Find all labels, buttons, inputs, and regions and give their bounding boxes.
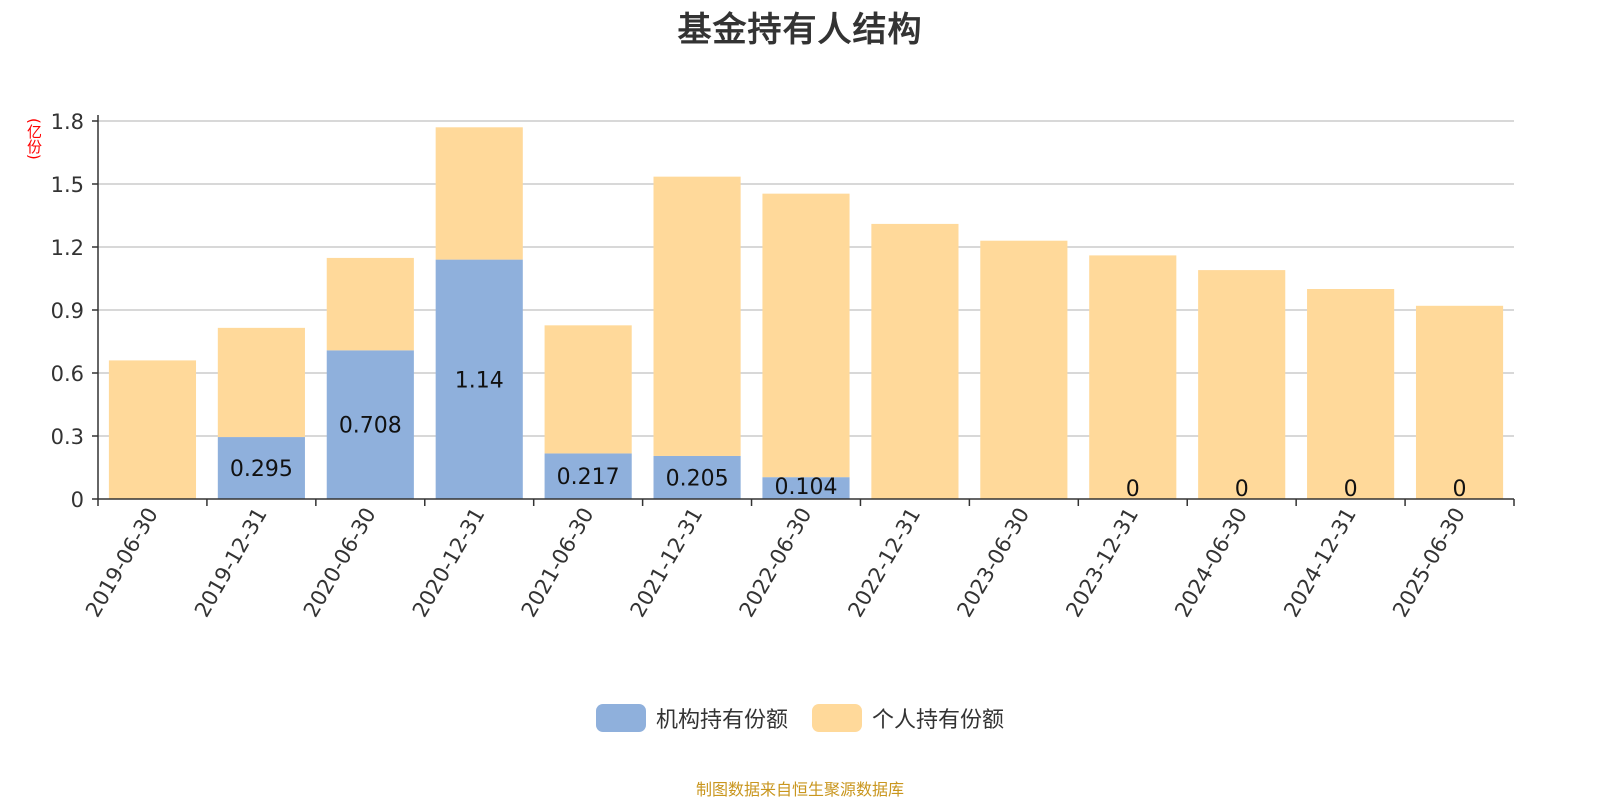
x-tick-label: 2022-12-31 [843,504,925,622]
bar-institutional [544,453,632,499]
y-tick-label: 0.6 [51,362,84,386]
x-tick-label: 2019-06-30 [81,504,163,622]
y-tick-label: 0 [71,488,84,512]
bar-individual [653,176,741,456]
x-tick-label: 2024-06-30 [1170,504,1252,622]
x-tick-label: 2021-12-31 [626,504,708,622]
bar-individual [1089,255,1177,499]
bar-individual [1307,289,1395,499]
x-tick-label: 2023-12-31 [1061,504,1143,622]
bar-individual [1198,270,1286,499]
bar-data-label: 0 [1126,477,1140,502]
bar-individual [326,257,414,351]
legend-label-institutional: 机构持有份额 [655,708,788,733]
bars [108,127,1504,499]
x-tick-label: 2025-06-30 [1388,504,1470,622]
bar-data-label: 1.14 [455,368,504,393]
y-tick-label: 1.2 [51,236,84,260]
bar-individual [435,127,523,260]
bar-labels: 0.295 0.708 1.14 0.217 0.205 0.104 0 0 0 0 [230,368,1467,502]
bar-data-label: 0.295 [230,457,293,482]
bar-data-label: 0 [1235,477,1249,502]
bar-individual [217,327,305,438]
chart-title: 基金持有人结构 [677,10,923,50]
bar-individual [544,325,632,454]
bar-chart: 0 0.3 0.6 0.9 1.2 1.5 1.8 2019-06-30 2019-12-31 2… [51,110,1515,622]
bar-data-label: 0.217 [557,465,620,490]
y-tick-label: 0.9 [51,299,84,323]
bar-institutional [653,455,741,499]
bar-institutional [217,437,305,499]
x-tick-label: 2020-12-31 [408,504,490,622]
bar-institutional [435,259,523,499]
x-tick-label: 2020-06-30 [299,504,381,622]
x-tick-label: 2023-06-30 [952,504,1034,622]
bar-data-label: 0.205 [666,466,729,491]
x-tick-label: 2021-06-30 [517,504,599,622]
bar-individual [871,223,959,499]
bar-institutional [762,477,850,499]
bar-data-label: 0.708 [339,414,402,439]
legend-swatch-institutional [595,704,646,732]
data-source-footer: 制图数据来自恒生聚源数据库 [695,780,904,799]
legend-item-individual[interactable]: 个人持有份额 [812,702,1004,734]
y-tick-label: 1.5 [51,173,84,197]
legend-label-individual: 个人持有份额 [872,708,1005,733]
bar-individual [108,360,197,499]
legend: 机构持有份额 个人持有份额 [0,702,1600,734]
bar-data-label: 0.104 [775,475,838,500]
x-tick-label: 2019-12-31 [190,504,272,622]
bar-individual [980,240,1068,499]
bar-data-label: 0 [1344,477,1358,502]
bar-institutional [326,350,414,499]
x-tick-label: 2024-12-31 [1279,504,1361,622]
legend-item-institutional[interactable]: 机构持有份额 [595,702,788,734]
bar-data-label: 0 [1453,477,1467,502]
x-tick-label: 2022-06-30 [735,504,817,622]
y-tick-label: 0.3 [51,425,84,449]
bar-individual [762,193,850,478]
y-tick-label: 1.8 [51,110,84,134]
y-axis-unit-label: (亿份) [25,118,43,160]
legend-swatch-individual [812,704,862,732]
bar-individual [1415,305,1504,499]
